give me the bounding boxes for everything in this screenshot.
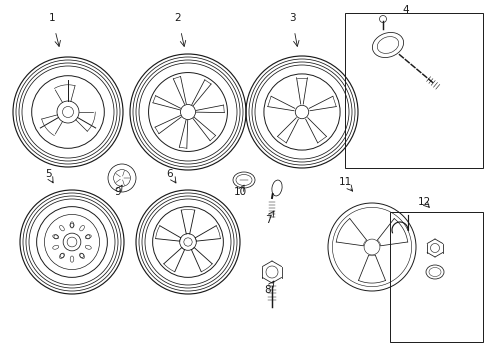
Text: 8: 8 (265, 285, 271, 295)
Text: 3: 3 (289, 13, 295, 23)
Text: 1: 1 (49, 13, 55, 23)
Text: 10: 10 (233, 187, 246, 197)
Text: 7: 7 (265, 215, 271, 225)
Text: 5: 5 (45, 169, 51, 179)
Text: 11: 11 (339, 177, 352, 187)
Text: 4: 4 (403, 5, 409, 15)
Text: 2: 2 (175, 13, 181, 23)
Bar (345, 13, 483, 168)
Text: 6: 6 (167, 169, 173, 179)
Text: 12: 12 (417, 197, 431, 207)
Text: 9: 9 (115, 187, 122, 197)
Bar (390, 212, 483, 342)
